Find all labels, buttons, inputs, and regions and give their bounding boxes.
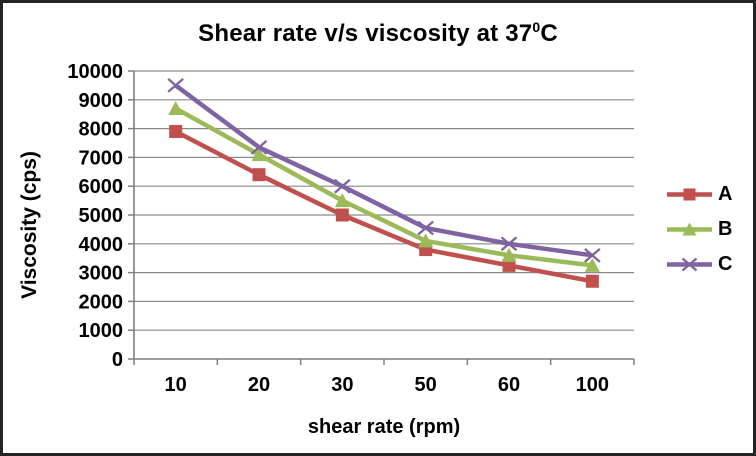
y-tick-label: 5000 [79, 205, 124, 227]
y-tick-label: 8000 [79, 119, 124, 141]
y-tick-label: 10000 [67, 61, 123, 83]
y-tick-label: 9000 [79, 90, 124, 112]
marker-square [683, 188, 696, 201]
marker-triangle [251, 147, 267, 162]
x-tick-label: 100 [576, 374, 609, 396]
x-tick-label: 20 [248, 374, 270, 396]
marker-triangle [501, 247, 517, 262]
marker-triangle [682, 222, 697, 236]
chart-title-superscript: 0 [532, 19, 541, 35]
marker-square [169, 124, 183, 138]
marker-x [500, 236, 518, 252]
legend-label-a: A [718, 183, 733, 205]
legend-label-b: B [718, 218, 733, 240]
marker-triangle [334, 193, 350, 208]
marker-square [585, 274, 599, 288]
y-tick-label: 1000 [79, 320, 124, 342]
legend-item-b: B [666, 218, 733, 240]
y-tick-label: 7000 [79, 147, 124, 169]
x-tick-label: 60 [498, 374, 520, 396]
y-tick-label: 2000 [79, 291, 124, 313]
x-axis-title: shear rate (rpm) [307, 416, 461, 438]
series-line-c [174, 83, 593, 258]
x-tick-label: 50 [415, 374, 437, 396]
marker-square [252, 168, 266, 182]
marker-x [417, 220, 434, 236]
marker-x [250, 139, 268, 155]
x-tick-label: 10 [165, 374, 187, 396]
marker-x [167, 78, 184, 93]
legend-label-c: C [718, 253, 733, 275]
chart-title-unit: C [540, 20, 558, 47]
marker-triangle [168, 100, 184, 115]
series-line-b [174, 106, 593, 268]
legend-triangle-icon [667, 222, 712, 236]
legend-item-c: C [666, 253, 733, 275]
marker-triangle [418, 233, 434, 248]
legend-item-a: A [666, 183, 733, 205]
y-tick-label: 3000 [79, 263, 124, 285]
y-tick-label: 6000 [79, 176, 124, 198]
plot-area: 0 1000 2000 3000 4000 5000 6000 7000 8000 9000 100… [67, 61, 635, 396]
marker-square [502, 258, 516, 272]
y-tick-label: 4000 [79, 234, 124, 256]
marker-x [681, 257, 698, 272]
marker-x [334, 178, 351, 194]
legend-x-icon [667, 257, 712, 272]
x-tick-label: 30 [331, 374, 353, 396]
legend-square-icon [667, 188, 712, 201]
y-tick-label: 0 [112, 349, 123, 371]
chart-title: Shear rate v/s viscosity at 370C [3, 20, 753, 48]
marker-x [584, 247, 601, 263]
marker-square [335, 208, 349, 222]
series-line-a [174, 129, 593, 284]
chart-title-text: Shear rate v/s viscosity at 37 [198, 20, 533, 47]
marker-triangle [584, 257, 600, 272]
